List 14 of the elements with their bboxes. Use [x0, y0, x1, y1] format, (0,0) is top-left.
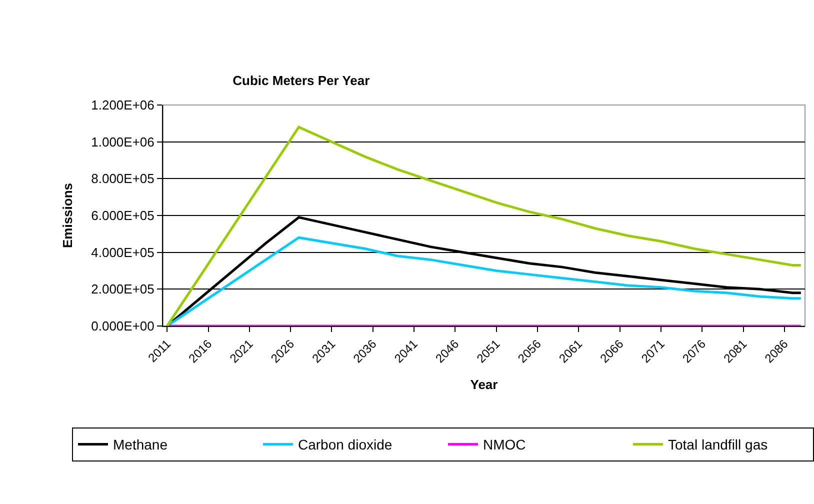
legend-label: Carbon dioxide: [298, 436, 392, 453]
y-tick-label: 0.000E+00: [91, 318, 154, 334]
y-tick-label: 2.000E+05: [91, 282, 154, 297]
x-axis-title: Year: [470, 377, 498, 392]
y-tick-label: 1.000E+06: [91, 134, 154, 150]
chart-title: Cubic Meters Per Year: [232, 73, 370, 88]
legend-label: Methane: [113, 436, 168, 453]
y-tick-label: 4.000E+05: [91, 244, 154, 260]
legend-label: NMOC: [483, 436, 526, 453]
y-axis-title: Emissions: [60, 182, 76, 248]
y-tick-label: 8.000E+05: [91, 171, 154, 186]
y-tick-label: 1.200E+06: [91, 98, 154, 113]
legend-label: Total landfill gas: [668, 436, 768, 453]
y-tick-label: 6.000E+05: [91, 208, 154, 224]
